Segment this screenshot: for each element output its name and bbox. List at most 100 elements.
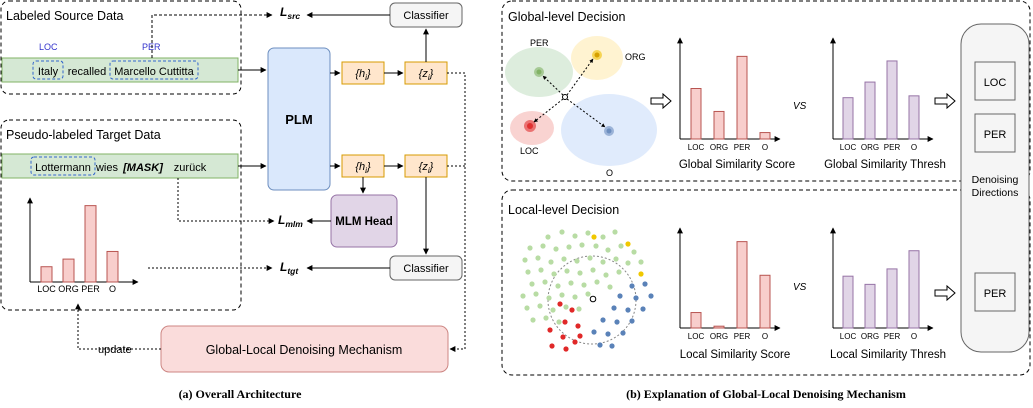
scatter-point-per <box>581 282 587 288</box>
scatter-point-per <box>587 255 593 261</box>
tick-label-loc: LOC <box>688 143 705 152</box>
scatter-point-per <box>612 229 618 235</box>
h-sub-source: i <box>365 73 367 82</box>
hollow-arrow-2 <box>934 92 956 110</box>
global-score-chart: LOC ORG PER O <box>677 37 781 152</box>
target-sentence-bar <box>1 153 239 179</box>
scatter-point-per <box>545 234 551 240</box>
token-marcello: Marcello Cuttitta <box>114 66 194 78</box>
result-loc: LOC <box>984 77 1007 89</box>
local-thresh-title: Local Similarity Thresh <box>830 349 946 361</box>
scatter-point-o <box>648 293 654 299</box>
scatter-point-loc <box>560 334 566 340</box>
scatter-point-per <box>550 307 556 313</box>
hollow-arrows <box>650 92 956 302</box>
scatter-point-o <box>614 319 620 325</box>
bar-loc <box>842 97 854 140</box>
z-close-target: } <box>429 161 434 173</box>
local-thresh-chart: LOC ORG PER O <box>830 227 934 341</box>
svg-text:Lmlm: Lmlm <box>278 213 303 229</box>
scatter-point-per <box>576 306 582 312</box>
svg-text:Lsrc: Lsrc <box>280 5 300 21</box>
scatter-point-o <box>611 305 617 311</box>
tick-label-loc: LOC <box>840 332 857 341</box>
scatter-point-per <box>564 268 570 274</box>
scatter-point-per <box>530 317 536 323</box>
z-box-target: {zi} <box>404 154 448 178</box>
scatter-point-o <box>629 283 635 289</box>
local-scatter-plot <box>520 229 654 352</box>
mlm-head-label: MLM Head <box>335 216 393 228</box>
global-section: Global-level Decision <box>501 0 1031 182</box>
global-cluster-diagram: PER ORG LOC O <box>505 36 657 178</box>
classifier-top-label: Classifier <box>403 10 449 22</box>
scatter-point-per <box>625 260 631 266</box>
scatter-point-per <box>559 229 565 235</box>
scatter-point-o <box>620 330 626 336</box>
scatter-point-per <box>556 319 562 325</box>
scatter-point-per <box>540 243 546 249</box>
denoising-directions: Denoising Directions LOC PER PER <box>960 23 1030 353</box>
update-label: update <box>98 344 132 356</box>
cluster-loc-label: LOC <box>520 146 539 156</box>
target-label-chart: LOC ORG PER O <box>27 197 139 294</box>
tick-label-o: O <box>109 284 116 294</box>
scatter-point-per <box>574 258 580 264</box>
bar-per <box>886 268 898 329</box>
scatter-point-per <box>553 246 559 252</box>
scatter-point-per <box>527 245 533 251</box>
tick-label-org: ORG <box>861 332 879 341</box>
bar-per <box>736 241 748 329</box>
scatter-point-per <box>579 242 585 248</box>
local-score-title: Local Similarity Score <box>680 349 791 361</box>
tick-label-loc: LOC <box>37 284 56 294</box>
bar-org <box>713 110 725 140</box>
token-lottermann: Lottermann <box>35 162 91 174</box>
loss-src-L: L <box>280 5 287 19</box>
labeled-source-title: Labeled Source Data <box>6 9 123 23</box>
tick-label-per: PER <box>884 143 901 152</box>
scatter-point-loc <box>549 343 555 349</box>
scatter-point-per <box>533 291 539 297</box>
classifier-top: Classifier <box>389 2 463 28</box>
bar-org <box>713 325 725 329</box>
scatter-point-per <box>542 279 548 285</box>
scatter-point-per <box>605 247 611 253</box>
token-recalled: recalled <box>68 66 107 78</box>
scatter-point-per <box>618 243 624 249</box>
h-close-source: } <box>366 68 371 80</box>
scatter-point-o <box>597 342 603 348</box>
h-text-target: {h <box>355 161 365 173</box>
scatter-point-per <box>546 295 552 301</box>
z-sub-target: i <box>428 166 430 175</box>
h-close-target: } <box>366 161 371 173</box>
bar-loc <box>842 275 854 329</box>
query-point <box>589 295 597 303</box>
token-zuruck: zurück <box>174 162 207 174</box>
plm-block: PLM <box>267 47 331 191</box>
scatter-point-per <box>638 259 644 265</box>
result-per-global: PER <box>984 129 1007 141</box>
scatter-point-o <box>605 331 611 337</box>
pseudo-target-section: Pseudo-labeled Target Data Lottermann wi… <box>0 119 242 311</box>
denoising-label-2: Directions <box>972 187 1019 199</box>
caption-left: (a) Overall Architecture <box>179 387 303 401</box>
scatter-point-loc <box>563 346 569 352</box>
scatter-point-per <box>600 234 606 240</box>
scatter-point-per <box>600 259 606 265</box>
mlm-head: MLM Head <box>330 194 398 248</box>
bar-org <box>62 258 75 283</box>
loss-src-sub: src <box>287 11 300 21</box>
scatter-point-per <box>594 279 600 285</box>
scatter-point-org <box>591 234 597 240</box>
scatter-point-per <box>568 280 574 286</box>
bar-per <box>886 60 898 140</box>
global-thresh-title: Global Similarity Thresh <box>824 159 946 171</box>
bar-per <box>736 55 748 140</box>
scatter-point-loc <box>557 301 563 307</box>
local-section: Local-level Decision <box>501 189 1031 376</box>
mechanism-label: Global-Local Denoising Mechanism <box>206 343 403 357</box>
token-wies: wies <box>95 162 119 174</box>
hollow-arrow-3 <box>934 284 956 302</box>
scatter-point-loc <box>562 319 568 325</box>
